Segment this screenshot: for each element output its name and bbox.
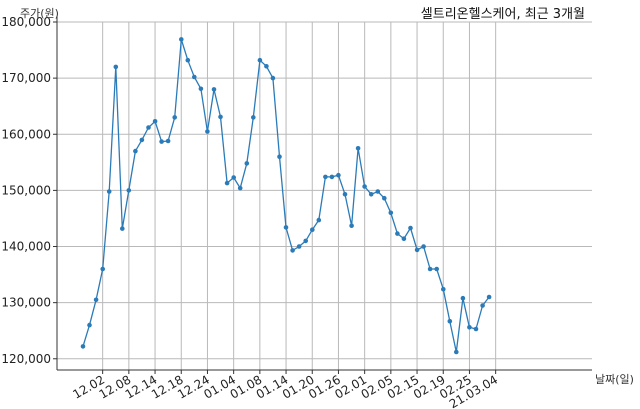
data-point [198,86,204,92]
data-point [303,238,309,244]
data-point [93,297,99,303]
y-tick-label: 170,000 [1,71,51,85]
data-point [362,184,367,189]
data-point [375,189,381,194]
x-axis-title: 날짜(일) [595,372,634,386]
data-point [251,115,256,120]
data-point [414,247,420,253]
data-point [146,125,151,130]
data-point [454,349,459,355]
y-tick-label: 120,000 [1,352,51,366]
data-point [87,322,92,328]
data-point [218,114,223,120]
data-point [296,244,302,249]
data-point [139,137,145,143]
data-point [244,161,250,166]
data-point [342,192,348,197]
data-point [486,294,492,300]
data-point [113,64,119,70]
y-tick-labels: 120,000 130,000 140,000 150,000 160,000 170,0… [1,15,51,366]
data-point [480,303,485,308]
data-point [290,248,295,253]
data-point [277,154,282,159]
data-point [323,174,328,180]
grid [57,21,592,370]
y-tick-label: 180,000 [1,15,51,29]
data-point [172,115,177,120]
data-point [336,172,341,178]
y-axis-title: 주가(원) [20,7,59,20]
data-point [447,318,453,324]
data-point [224,180,230,186]
data-point [349,223,354,228]
data-point [355,146,361,151]
data-point [441,286,446,292]
data-point [159,139,164,144]
data-point [120,226,125,231]
data-point [310,227,315,232]
data-point [316,217,322,223]
data-point [408,225,413,231]
axes [53,16,592,374]
data-point [264,64,269,69]
data-point [192,74,197,80]
y-tick-label: 150,000 [1,183,51,197]
data-point [106,189,112,194]
data-point [382,195,387,201]
data-point [395,231,400,236]
data-point [205,129,210,134]
y-tick-label: 160,000 [1,127,51,141]
chart-title: 셀트리온헬스케어, 최근 3개월 [421,7,585,22]
data-point [126,188,132,193]
data-point [434,266,440,272]
data-point [283,225,289,230]
data-point [460,295,466,301]
data-point [152,119,158,124]
data-points [80,37,492,355]
data-point [427,266,433,272]
data-point [185,57,191,63]
data-point [257,57,263,63]
data-point [211,87,217,92]
data-point [165,138,171,144]
data-point [133,148,138,154]
data-point [237,185,243,191]
data-point [329,174,335,180]
x-tick-labels: 12.0212.0812.1412.1812.2401.0401.0801.14… [70,372,500,409]
data-point [231,175,236,180]
data-point [473,326,479,332]
data-point [401,236,407,241]
data-point [467,325,472,330]
data-point [80,344,86,349]
data-point [388,210,394,216]
data-point [179,37,184,42]
y-tick-label: 140,000 [1,240,51,254]
data-point [421,244,426,249]
data-point [100,266,105,272]
data-point [270,75,276,81]
y-tick-label: 130,000 [1,296,51,310]
data-point [368,192,374,197]
